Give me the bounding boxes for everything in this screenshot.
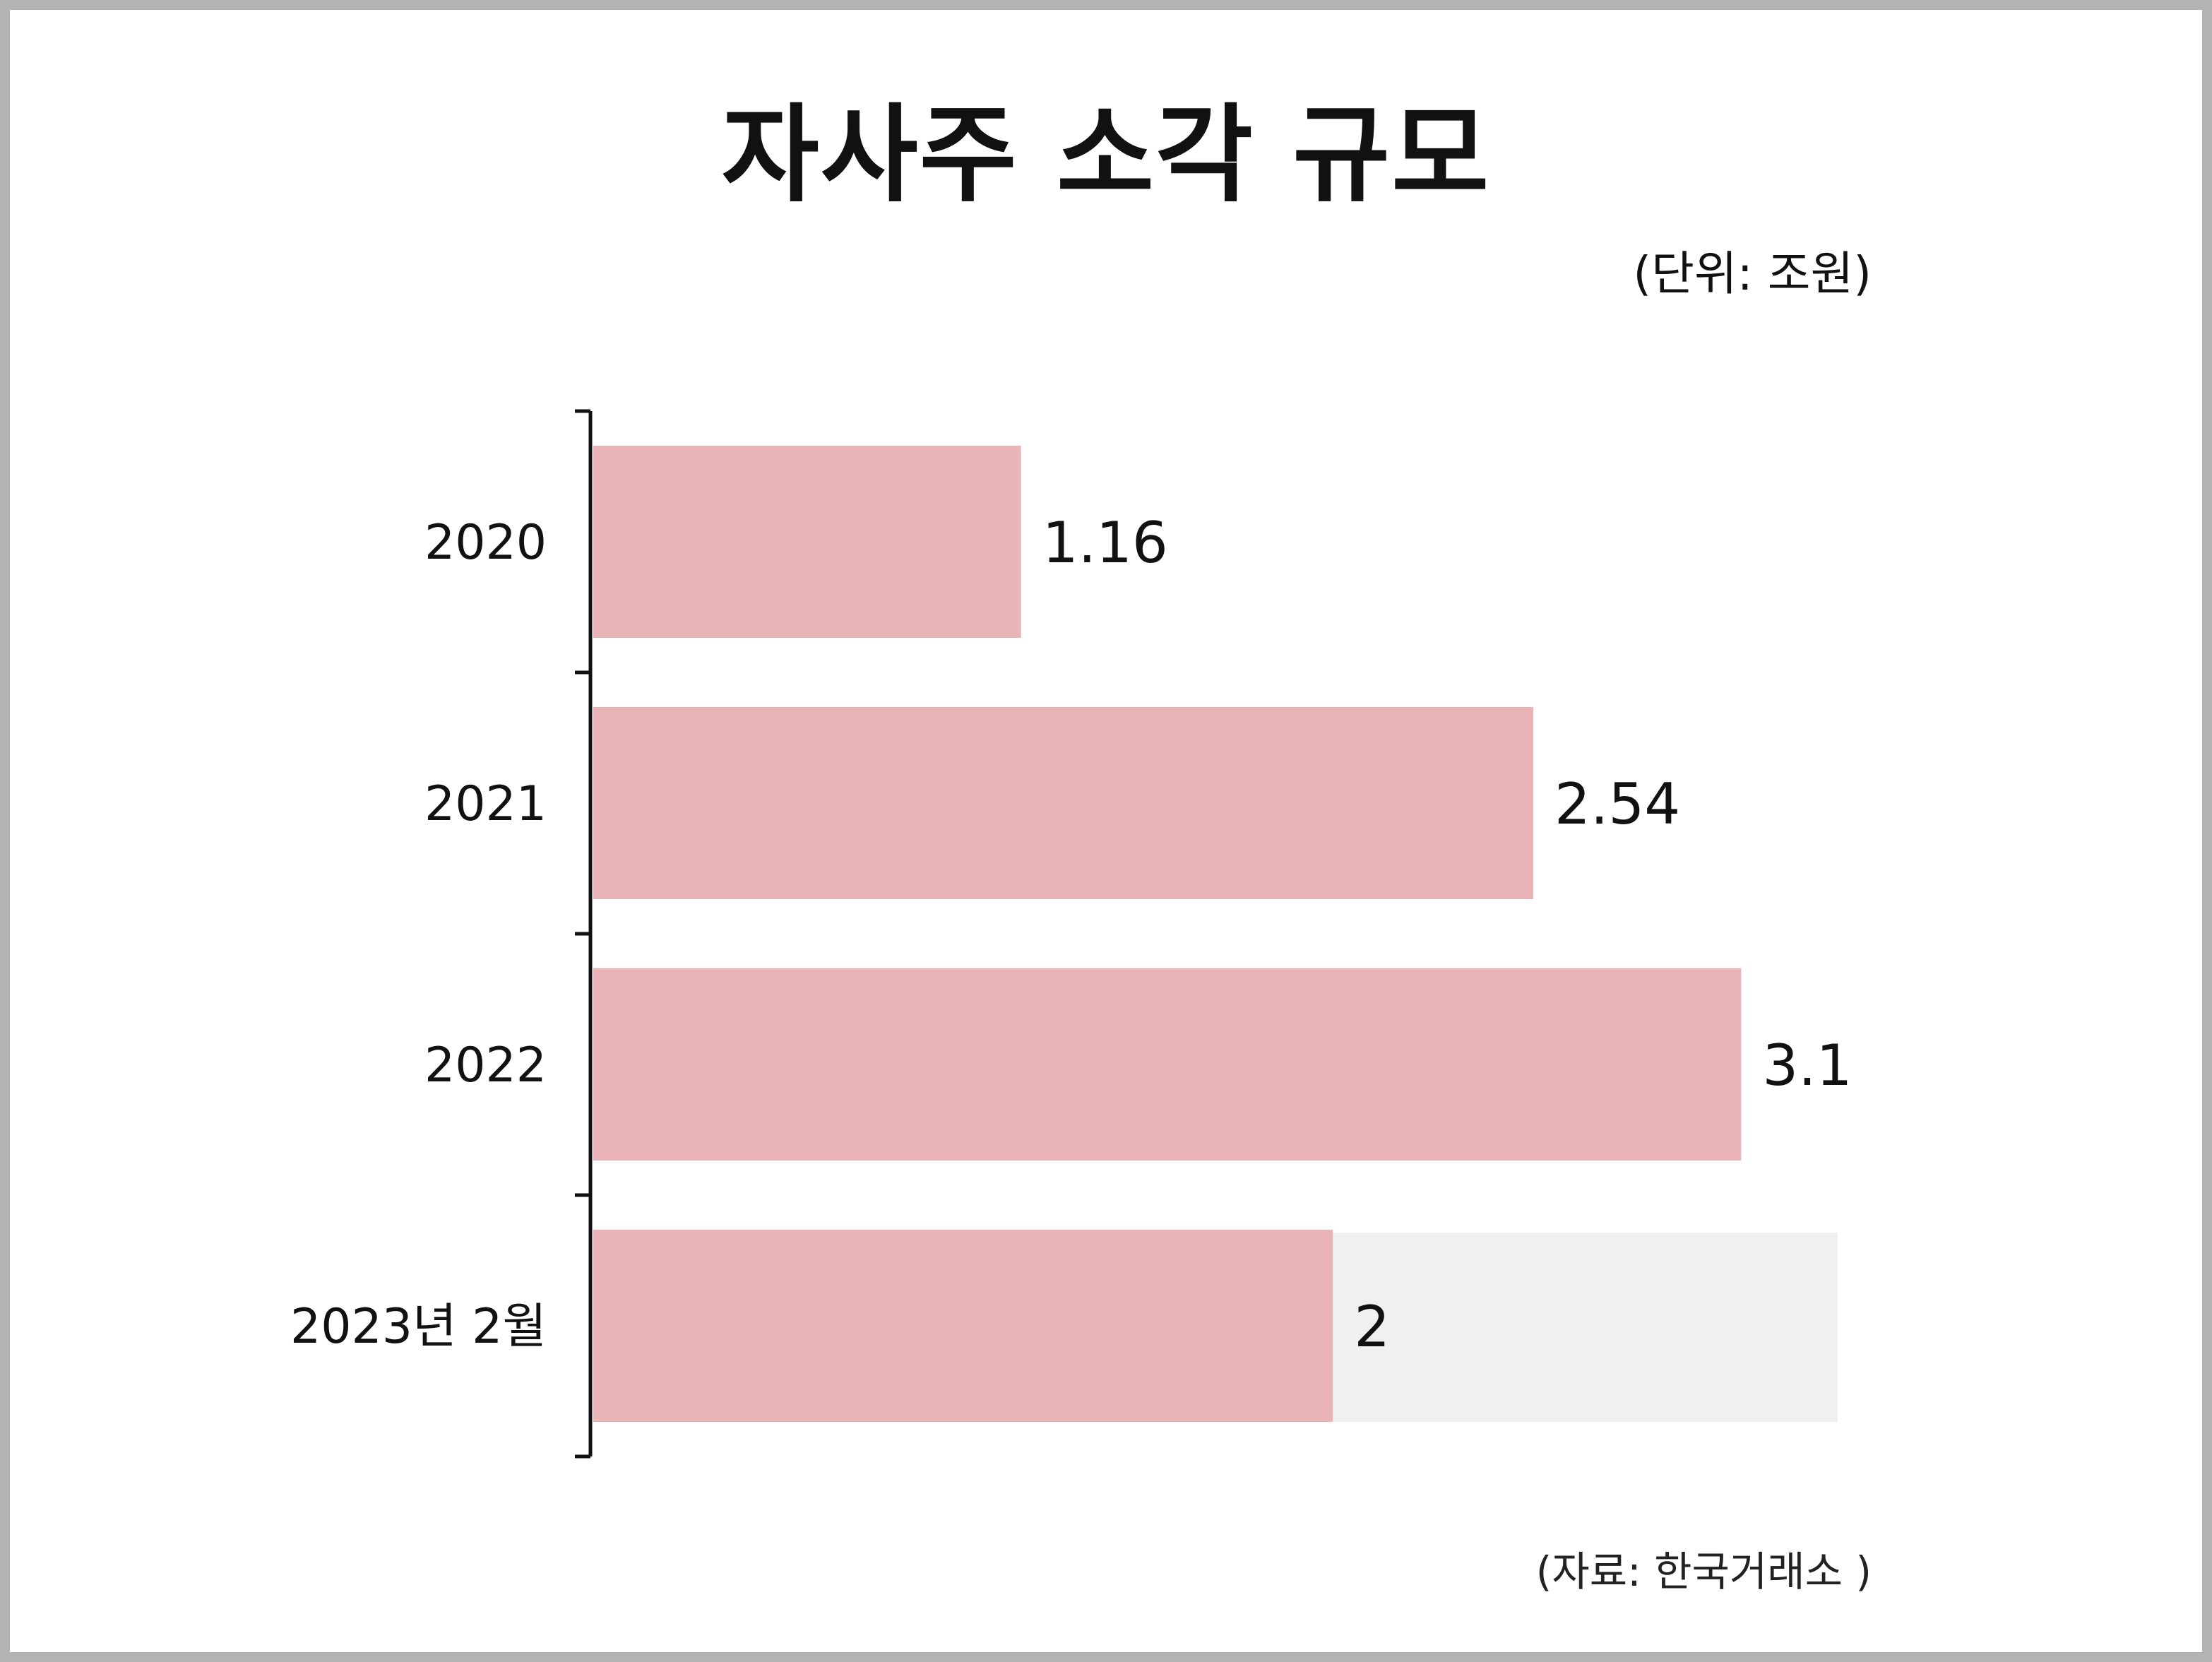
source-note: (자료: 한국거래소 ) xyxy=(1535,1548,1872,1596)
value-label-1: 1.16 xyxy=(1042,510,1168,576)
bar-1 xyxy=(593,446,1021,638)
bar-3 xyxy=(593,968,1742,1161)
category-label-1: 2020 xyxy=(424,515,547,571)
bar-2 xyxy=(593,707,1534,899)
category-label-3: 2022 xyxy=(424,1038,547,1093)
chart-title: 자사주 소각 규모 xyxy=(721,94,1491,217)
value-label-4: 2 xyxy=(1354,1294,1390,1360)
value-label-3: 3.1 xyxy=(1762,1033,1852,1098)
value-label-2: 2.54 xyxy=(1554,771,1680,837)
category-label-4: 2023년 2월 xyxy=(290,1299,547,1355)
unit-note: (단위: 조원) xyxy=(1633,247,1872,301)
category-label-2: 2021 xyxy=(424,776,547,832)
bar-4 xyxy=(593,1230,1333,1422)
